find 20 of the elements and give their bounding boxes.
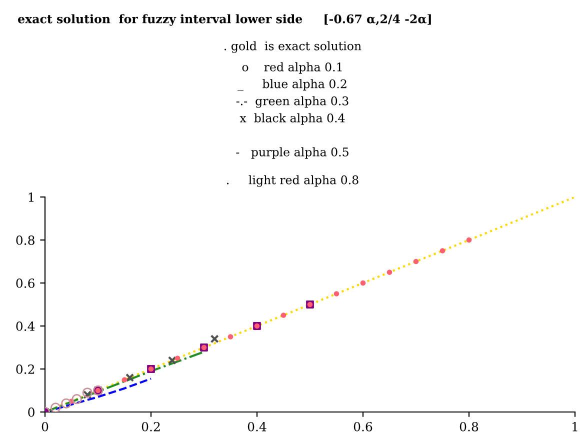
x-tick-label: 0.8 bbox=[460, 422, 478, 432]
text: . light red alpha 0.8 bbox=[227, 175, 358, 187]
text: - purple alpha 0.5 bbox=[236, 147, 348, 159]
y-tick-label: 0 bbox=[28, 407, 34, 417]
y-tick-label: 0.4 bbox=[16, 321, 35, 331]
y-tick-label: 0.6 bbox=[16, 278, 34, 288]
y-tick-label: 0.2 bbox=[16, 364, 34, 374]
x-tick-label: 0.2 bbox=[142, 422, 160, 432]
text: x black alpha 0.4 bbox=[240, 113, 345, 125]
chart-title: exact solution for fuzzy interval lower side [-0.67 α,2/4 -2α] bbox=[18, 14, 431, 26]
text: o red alpha 0.1 bbox=[242, 62, 342, 74]
x-tick-label: 0.6 bbox=[354, 422, 372, 432]
y-tick-label: 1 bbox=[28, 192, 34, 202]
x-tick-label: 0 bbox=[42, 422, 48, 432]
x-tick-label: 1 bbox=[572, 422, 578, 432]
text: . gold is exact solution bbox=[224, 41, 362, 53]
text: _ blue alpha 0.2 bbox=[238, 79, 346, 91]
x-tick-label: 0.4 bbox=[248, 422, 266, 432]
y-tick-label: 0.8 bbox=[16, 235, 34, 245]
text: -.- green alpha 0.3 bbox=[236, 96, 348, 108]
